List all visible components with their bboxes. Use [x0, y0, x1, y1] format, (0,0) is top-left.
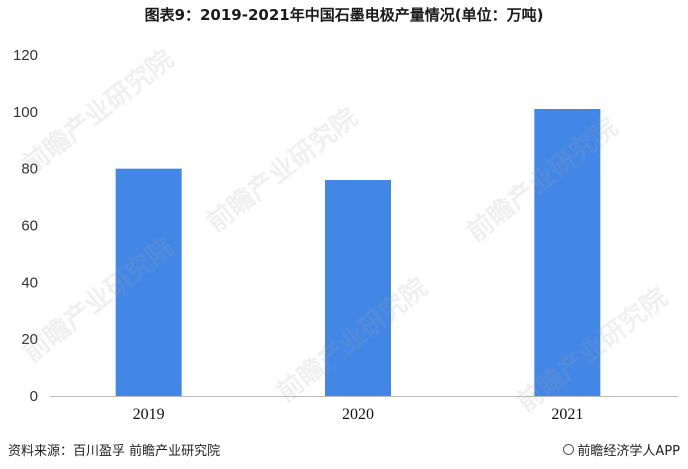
y-tick-label: 60 [21, 218, 38, 235]
brand-logo-icon [563, 444, 575, 455]
y-tick-label: 80 [21, 161, 38, 178]
y-axis: 0 20 40 60 80 100 120 [13, 47, 38, 405]
x-tick-label: 2020 [342, 406, 374, 423]
y-tick-label: 40 [21, 274, 38, 291]
brand-label: 前瞻经济学人APP [577, 444, 680, 459]
x-tick-label: 2021 [551, 406, 583, 423]
bar-2021 [534, 108, 601, 396]
source-note: 资料来源：百川盈孚 前瞻产业研究院 [8, 444, 221, 459]
y-tick-label: 100 [13, 104, 38, 121]
x-axis: 2019 2020 2021 [133, 406, 584, 423]
y-tick-label: 0 [30, 388, 38, 405]
x-tick-label: 2019 [133, 406, 165, 423]
y-tick-label: 120 [13, 47, 38, 64]
bars [115, 108, 601, 396]
y-tick-label: 20 [21, 331, 38, 348]
chart-title: 图表9：2019-2021年中国石墨电极产量情况(单位：万吨) [144, 6, 544, 24]
bar-2019 [115, 168, 182, 396]
bar-2020 [325, 180, 391, 396]
brand: 前瞻经济学人APP [563, 440, 680, 459]
